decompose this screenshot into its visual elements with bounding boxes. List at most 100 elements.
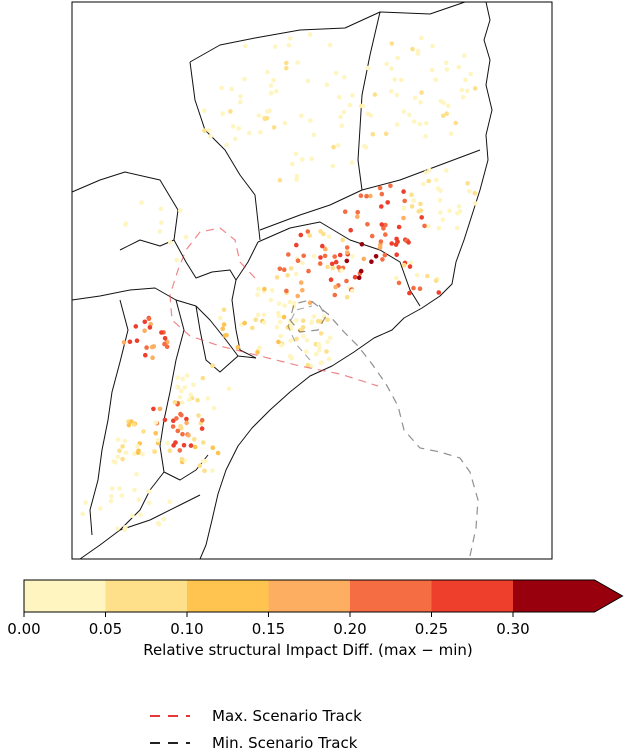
impact-point bbox=[202, 108, 207, 113]
impact-point bbox=[281, 267, 287, 273]
impact-point bbox=[188, 443, 194, 448]
border-manica-2 bbox=[159, 299, 185, 473]
impact-point bbox=[232, 136, 238, 142]
colorbar-tick-label: 0.10 bbox=[170, 620, 203, 638]
impact-point bbox=[269, 288, 275, 293]
impact-point bbox=[146, 500, 152, 506]
legend: Max. Scenario Track Min. Scenario Track bbox=[150, 707, 362, 752]
impact-point bbox=[295, 293, 301, 299]
impact-point bbox=[419, 215, 425, 220]
impact-point bbox=[162, 336, 168, 341]
impact-point bbox=[294, 318, 299, 323]
impact-point bbox=[401, 109, 407, 114]
impact-point bbox=[333, 284, 338, 290]
impact-point bbox=[143, 352, 148, 358]
impact-point bbox=[350, 93, 355, 98]
impact-point bbox=[355, 214, 360, 219]
impact-point bbox=[377, 185, 383, 191]
impact-point bbox=[379, 191, 385, 197]
impact-point bbox=[181, 442, 187, 448]
impact-point bbox=[138, 512, 143, 517]
impact-point bbox=[199, 417, 205, 423]
impact-point bbox=[119, 493, 125, 498]
impact-point bbox=[300, 260, 305, 266]
impact-point bbox=[309, 156, 315, 161]
impact-point bbox=[80, 511, 85, 517]
impact-point bbox=[200, 440, 206, 445]
impact-point bbox=[170, 424, 176, 429]
impact-point bbox=[276, 310, 281, 316]
colorbar-bin bbox=[268, 580, 351, 612]
impact-point bbox=[115, 454, 121, 460]
impact-point bbox=[388, 183, 393, 189]
impact-point bbox=[162, 417, 168, 423]
impact-point bbox=[242, 43, 248, 49]
impact-point bbox=[293, 151, 299, 156]
impact-point bbox=[288, 36, 293, 41]
impact-point bbox=[205, 396, 211, 401]
impact-point bbox=[440, 217, 446, 222]
impact-point bbox=[135, 450, 141, 456]
border-sofala bbox=[195, 305, 239, 373]
impact-point bbox=[331, 144, 336, 150]
impact-point bbox=[289, 326, 294, 331]
impact-point bbox=[117, 486, 122, 491]
impact-point bbox=[433, 77, 439, 82]
impact-point bbox=[171, 418, 176, 424]
impact-point bbox=[200, 375, 206, 381]
impact-point bbox=[407, 290, 412, 296]
impact-point bbox=[294, 173, 300, 179]
impact-point bbox=[460, 94, 466, 100]
impact-point bbox=[115, 437, 121, 442]
impact-point bbox=[284, 66, 289, 71]
impact-point bbox=[419, 90, 424, 95]
impact-point bbox=[368, 113, 374, 118]
impact-point bbox=[179, 426, 184, 431]
impact-point bbox=[256, 286, 261, 292]
impact-point bbox=[311, 253, 317, 259]
impact-point bbox=[321, 231, 326, 237]
impact-point bbox=[284, 288, 289, 294]
impact-point bbox=[301, 253, 307, 259]
impact-point bbox=[462, 53, 467, 58]
impact-point bbox=[383, 131, 389, 137]
impact-point bbox=[443, 60, 449, 66]
impact-point bbox=[472, 86, 478, 91]
impact-point bbox=[168, 240, 173, 245]
impact-point bbox=[236, 126, 241, 131]
impact-point bbox=[417, 121, 423, 127]
impact-point bbox=[322, 253, 328, 259]
impact-point bbox=[363, 145, 369, 150]
impact-point bbox=[179, 400, 185, 405]
impact-point bbox=[437, 197, 443, 203]
impact-point bbox=[453, 120, 459, 126]
impact-point bbox=[313, 351, 319, 357]
impact-point bbox=[264, 115, 270, 121]
impact-point bbox=[235, 345, 241, 350]
impact-point bbox=[276, 339, 281, 345]
colorbar-outline bbox=[23, 579, 624, 613]
impact-point bbox=[337, 94, 342, 100]
impact-point bbox=[282, 303, 287, 308]
impact-point bbox=[473, 201, 478, 206]
impact-point bbox=[277, 319, 283, 325]
impact-point bbox=[228, 109, 233, 114]
impact-point bbox=[265, 69, 270, 75]
impact-point bbox=[127, 339, 133, 345]
colorbar-tick-label: 0.05 bbox=[89, 620, 122, 638]
impact-point bbox=[206, 128, 212, 133]
impact-point bbox=[418, 201, 423, 207]
impact-point bbox=[294, 177, 299, 182]
impact-point bbox=[340, 237, 346, 243]
impact-point bbox=[389, 89, 394, 94]
impact-point bbox=[261, 312, 267, 318]
impact-point bbox=[230, 124, 236, 129]
impact-point bbox=[330, 163, 336, 169]
impact-point bbox=[396, 280, 402, 286]
impact-point bbox=[153, 420, 159, 425]
impact-point bbox=[444, 67, 450, 72]
impact-point bbox=[268, 83, 274, 88]
impact-point bbox=[423, 133, 428, 139]
border-tete-east bbox=[231, 241, 259, 359]
impact-point bbox=[436, 290, 442, 295]
